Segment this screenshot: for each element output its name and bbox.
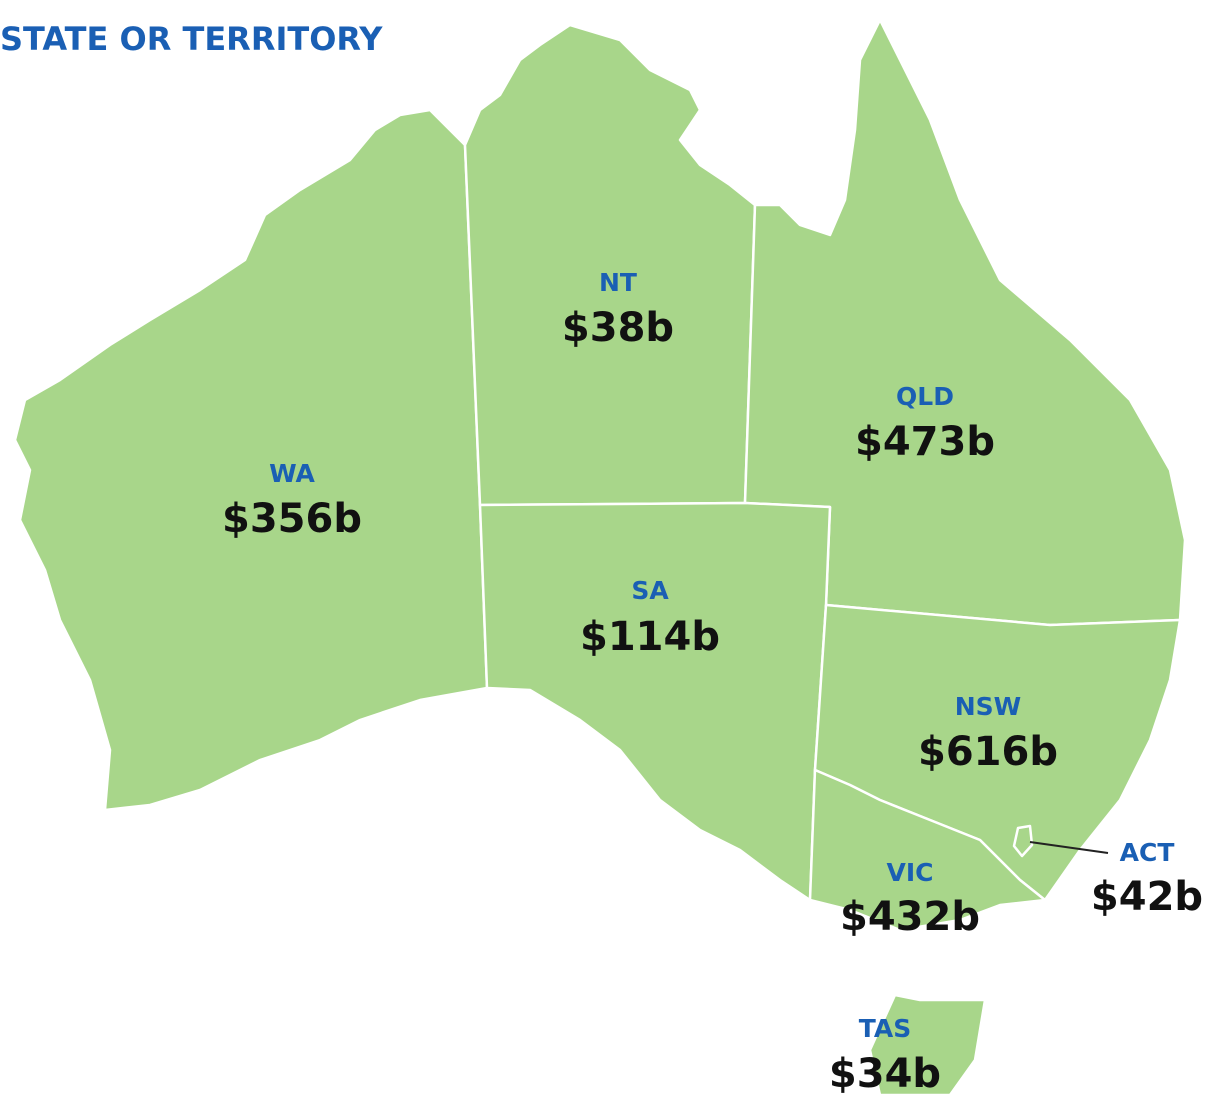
map-title: STATE OR TERRITORY xyxy=(0,20,383,58)
region-value: $356b xyxy=(222,496,362,542)
region-value: $473b xyxy=(855,419,995,465)
labels: WA $356b NT $38b QLD $473b SA $114b NSW … xyxy=(222,268,1203,1095)
region-vic xyxy=(808,768,1047,932)
region-act xyxy=(1012,824,1034,858)
region-value: $38b xyxy=(562,305,674,351)
region-name: TAS xyxy=(859,1014,911,1043)
region-nt xyxy=(463,23,757,507)
region-value: $34b xyxy=(829,1051,941,1095)
region-name: NT xyxy=(599,268,637,297)
region-sa xyxy=(478,501,832,902)
region-name: SA xyxy=(631,576,669,605)
act-leader xyxy=(1029,841,1109,854)
region-name: ACT xyxy=(1120,838,1175,867)
region-name: WA xyxy=(269,459,315,488)
region-value: $616b xyxy=(918,729,1058,775)
region-wa xyxy=(13,108,489,812)
region-name: NSW xyxy=(955,692,1022,721)
region-value: $42b xyxy=(1091,874,1203,920)
region-name: VIC xyxy=(887,858,934,887)
region-value: $114b xyxy=(580,614,720,660)
region-tas xyxy=(868,993,987,1095)
region-name: QLD xyxy=(896,382,954,411)
region-value: $432b xyxy=(840,894,980,940)
